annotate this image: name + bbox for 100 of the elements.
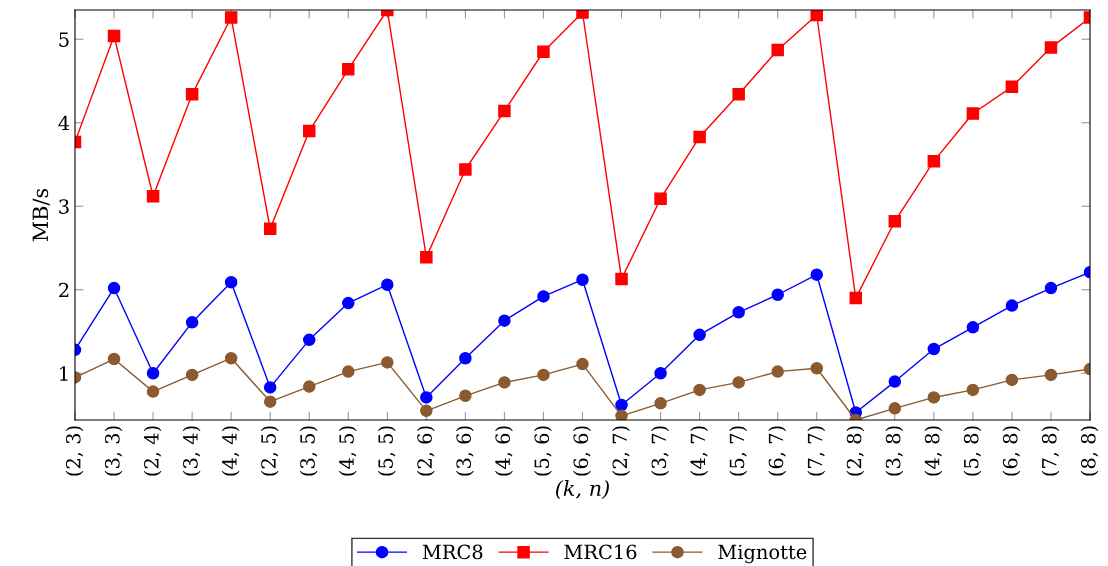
x-tick-label: (3, 4) xyxy=(182,426,201,476)
point xyxy=(810,268,823,281)
point xyxy=(420,250,433,264)
point xyxy=(498,376,511,389)
point xyxy=(224,275,238,289)
y-tick-label: 5 xyxy=(59,32,69,47)
point xyxy=(107,29,121,43)
x-tick-label: (2, 3) xyxy=(65,426,84,476)
point xyxy=(1044,281,1058,295)
x-tick-label: (5, 8) xyxy=(963,426,982,476)
x-tick-label: (2, 6) xyxy=(416,426,435,476)
x-tick-label: (2, 4) xyxy=(143,426,162,476)
x-tick-label: (5, 6) xyxy=(534,426,552,476)
x-tick-label: (6, 6) xyxy=(573,426,591,476)
y-tick-label: 3 xyxy=(59,199,69,214)
point xyxy=(810,361,823,375)
x-tick-label: (3, 3) xyxy=(104,426,123,476)
x-tick-label: (4, 7) xyxy=(690,426,709,476)
point xyxy=(537,45,550,59)
x-tick-label: (4, 4) xyxy=(221,426,240,476)
point xyxy=(927,391,941,404)
point xyxy=(498,314,511,327)
point xyxy=(771,365,784,378)
point xyxy=(888,215,902,228)
x-tick-label: (3, 5) xyxy=(299,426,318,476)
x-tick-label: (7, 7) xyxy=(807,426,826,476)
point xyxy=(459,389,472,403)
x-tick-label: (2, 5) xyxy=(260,426,279,476)
legend-label: Mignotte xyxy=(718,544,807,564)
x-tick-label: (3, 7) xyxy=(651,426,669,476)
point xyxy=(1005,299,1019,312)
x-tick-label: (8, 8) xyxy=(1080,426,1099,476)
point xyxy=(732,88,745,101)
point xyxy=(693,130,706,144)
x-tick-label: (3, 8) xyxy=(885,426,904,476)
point xyxy=(224,351,238,365)
x-tick-label: (2, 8) xyxy=(846,426,865,476)
point xyxy=(732,306,745,319)
point xyxy=(537,368,550,382)
point xyxy=(420,404,433,418)
point xyxy=(185,368,199,382)
point xyxy=(420,391,433,404)
point xyxy=(810,10,823,22)
point xyxy=(146,366,160,380)
point xyxy=(576,357,589,371)
point xyxy=(263,222,277,236)
legend-label: MRC16 xyxy=(564,544,637,560)
x-tick-label: (6, 7) xyxy=(768,426,787,476)
point xyxy=(302,380,316,393)
point xyxy=(615,398,628,412)
point xyxy=(107,352,121,366)
point xyxy=(498,104,511,118)
x-tick-label: (6, 8) xyxy=(1002,426,1021,476)
x-tick-label: (7, 8) xyxy=(1041,426,1060,476)
point xyxy=(185,316,199,329)
point xyxy=(302,333,316,347)
x-axis-title: (k, n) xyxy=(556,479,609,499)
point xyxy=(732,376,745,389)
point xyxy=(1044,41,1058,54)
x-tick-label: (4, 5) xyxy=(338,426,357,476)
point xyxy=(1044,368,1058,382)
point xyxy=(459,351,472,365)
point xyxy=(888,375,902,388)
x-tick-label: (5, 5) xyxy=(377,426,396,476)
x-tick-label: (4, 8) xyxy=(924,426,943,476)
y-axis-title: MB/s xyxy=(32,188,50,242)
point xyxy=(771,288,784,301)
point xyxy=(342,63,355,76)
point xyxy=(693,328,706,342)
point xyxy=(263,381,277,394)
point xyxy=(576,273,589,286)
y-tick-label: 1 xyxy=(60,366,68,381)
point xyxy=(966,321,980,334)
point xyxy=(1005,80,1019,94)
point xyxy=(107,281,121,295)
point xyxy=(615,409,628,420)
point xyxy=(654,192,667,205)
point xyxy=(966,107,980,120)
point xyxy=(615,272,628,286)
point xyxy=(849,291,863,305)
point xyxy=(459,163,472,176)
point xyxy=(224,11,238,24)
point xyxy=(381,356,394,369)
point xyxy=(771,43,784,57)
point xyxy=(537,290,550,303)
x-tick-label: (2, 7) xyxy=(612,426,630,476)
x-tick-label: (5, 7) xyxy=(729,426,748,476)
point xyxy=(146,189,160,203)
point xyxy=(927,342,941,356)
point xyxy=(927,154,941,168)
point xyxy=(146,385,160,398)
point xyxy=(1005,373,1019,387)
point xyxy=(342,296,355,310)
point xyxy=(966,383,980,397)
point xyxy=(302,124,316,138)
y-tick-label: 4 xyxy=(58,115,70,131)
point xyxy=(342,365,355,378)
x-tick-label: (4, 6) xyxy=(495,426,513,476)
point xyxy=(693,383,706,397)
point xyxy=(888,402,902,415)
